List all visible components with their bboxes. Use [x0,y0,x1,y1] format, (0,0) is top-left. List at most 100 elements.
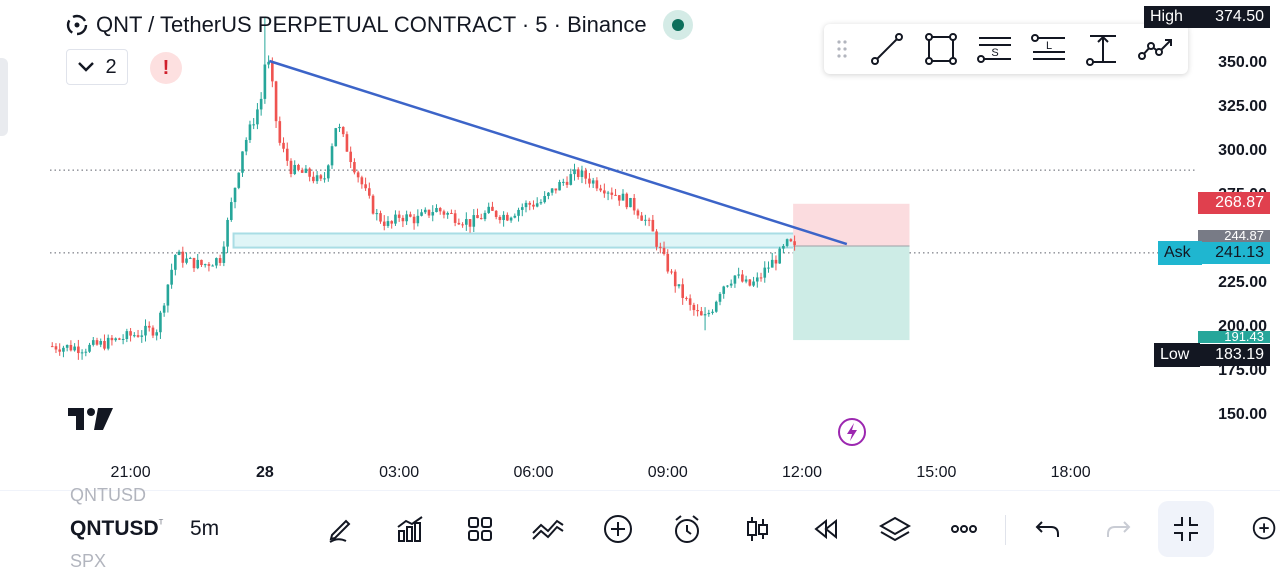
candle-body [479,218,483,220]
tradingview-logo-icon [68,408,113,430]
candle-body [778,248,781,264]
candle-body [528,202,532,205]
candle-body [233,187,237,203]
candle-body [114,338,117,341]
price-tick-label: 350.00 [1218,54,1267,71]
indicator-wave-icon[interactable] [530,511,566,547]
timeframe-selector[interactable]: 5m [190,517,220,540]
undo-icon[interactable] [1030,511,1066,547]
candle-body [84,351,88,353]
candle-body [382,221,386,226]
trend-line-icon[interactable] [860,24,914,74]
candle-body [487,206,491,213]
price-range-icon[interactable] [1076,24,1130,74]
candle-body [793,241,796,246]
candle-body [54,346,58,350]
replay-icon[interactable] [808,511,844,547]
candle-body [315,175,319,182]
candle-body [483,212,487,220]
collapse-icon[interactable] [1158,501,1214,557]
candle-body [338,126,341,129]
target-price-label: 191.43 [1198,331,1270,343]
candle-body [312,176,315,182]
candle-body [759,277,763,279]
candle-body [532,204,535,207]
candle-body [670,271,673,273]
symbol-selector[interactable]: QNTUSDᵀ [70,517,164,540]
price-chart[interactable]: 150.00175.00200.00225.00250.00275.00300.… [0,0,1280,490]
candle-body [770,259,774,268]
entry-price-label: 244.87 [1198,230,1270,242]
candle-body [509,217,513,221]
high-price-label: High 374.50 [1144,6,1270,28]
candle-body [752,281,755,286]
layers-icon[interactable] [877,511,913,547]
candle-body [558,182,561,191]
candle-body [237,172,241,188]
candle-body [256,109,259,125]
candle-body [118,338,121,340]
candle-body [73,346,76,351]
lightning-icon[interactable] [837,417,867,447]
candle-body [606,192,610,194]
candle-body [539,202,543,204]
candle-body [282,142,285,149]
candle-body [319,175,323,179]
candle-body [435,208,438,213]
plus-circle-icon[interactable] [600,511,636,547]
candle-body [782,245,785,249]
candle-body [401,217,405,222]
path-icon[interactable] [1130,24,1184,74]
candle-body [371,195,375,214]
candle-body [420,212,423,216]
candle-body [252,124,255,126]
zoom-in-icon[interactable] [1250,511,1280,547]
candle-body [140,335,144,337]
grid-icon[interactable] [462,511,498,547]
pencil-icon[interactable] [322,511,358,547]
previous-symbol[interactable]: QNTUSD [70,485,146,505]
long-position-icon[interactable]: L [1022,24,1076,74]
candle-body [423,209,427,213]
candle-body [229,202,233,220]
candle-body [688,298,692,305]
candle-body [580,170,584,177]
candle-body [718,293,722,302]
candle-body [215,258,218,266]
alarm-icon[interactable] [669,511,705,547]
take-profit-zone [793,246,910,341]
market-status-icon[interactable] [662,10,693,40]
candle-body [763,267,767,278]
more-icon[interactable] [946,511,982,547]
candle-body [159,312,162,333]
next-symbol[interactable]: SPX [70,551,107,571]
bar-chart-icon[interactable] [392,511,428,547]
low-tag: Low [1154,343,1200,367]
side-panel-handle[interactable] [0,58,8,136]
candle-body [248,124,252,140]
candle-body [412,216,416,224]
candle-body [595,180,599,189]
candle-body [263,64,267,99]
candle-body [711,311,714,313]
candle-body [547,192,550,197]
candle-body [405,214,408,222]
warning-icon[interactable]: ! [150,52,182,84]
candles-icon[interactable] [739,511,775,547]
candle-body [662,247,666,254]
indicators-collapse-button[interactable]: 2 [66,49,128,85]
candle-body [644,219,647,221]
time-tick-label: 12:00 [782,464,822,481]
candle-body [733,275,737,284]
candle-body [647,219,651,221]
candle-body [789,239,793,242]
drag-handle-icon[interactable] [824,24,860,74]
candle-body [681,284,684,298]
candle-body [502,214,505,221]
redo-icon[interactable] [1100,511,1136,547]
short-position-icon[interactable]: S [968,24,1022,74]
candle-body [755,277,759,282]
rectangle-icon[interactable] [914,24,968,74]
drawing-toolbar: S L [824,24,1188,74]
candle-body [304,168,308,173]
